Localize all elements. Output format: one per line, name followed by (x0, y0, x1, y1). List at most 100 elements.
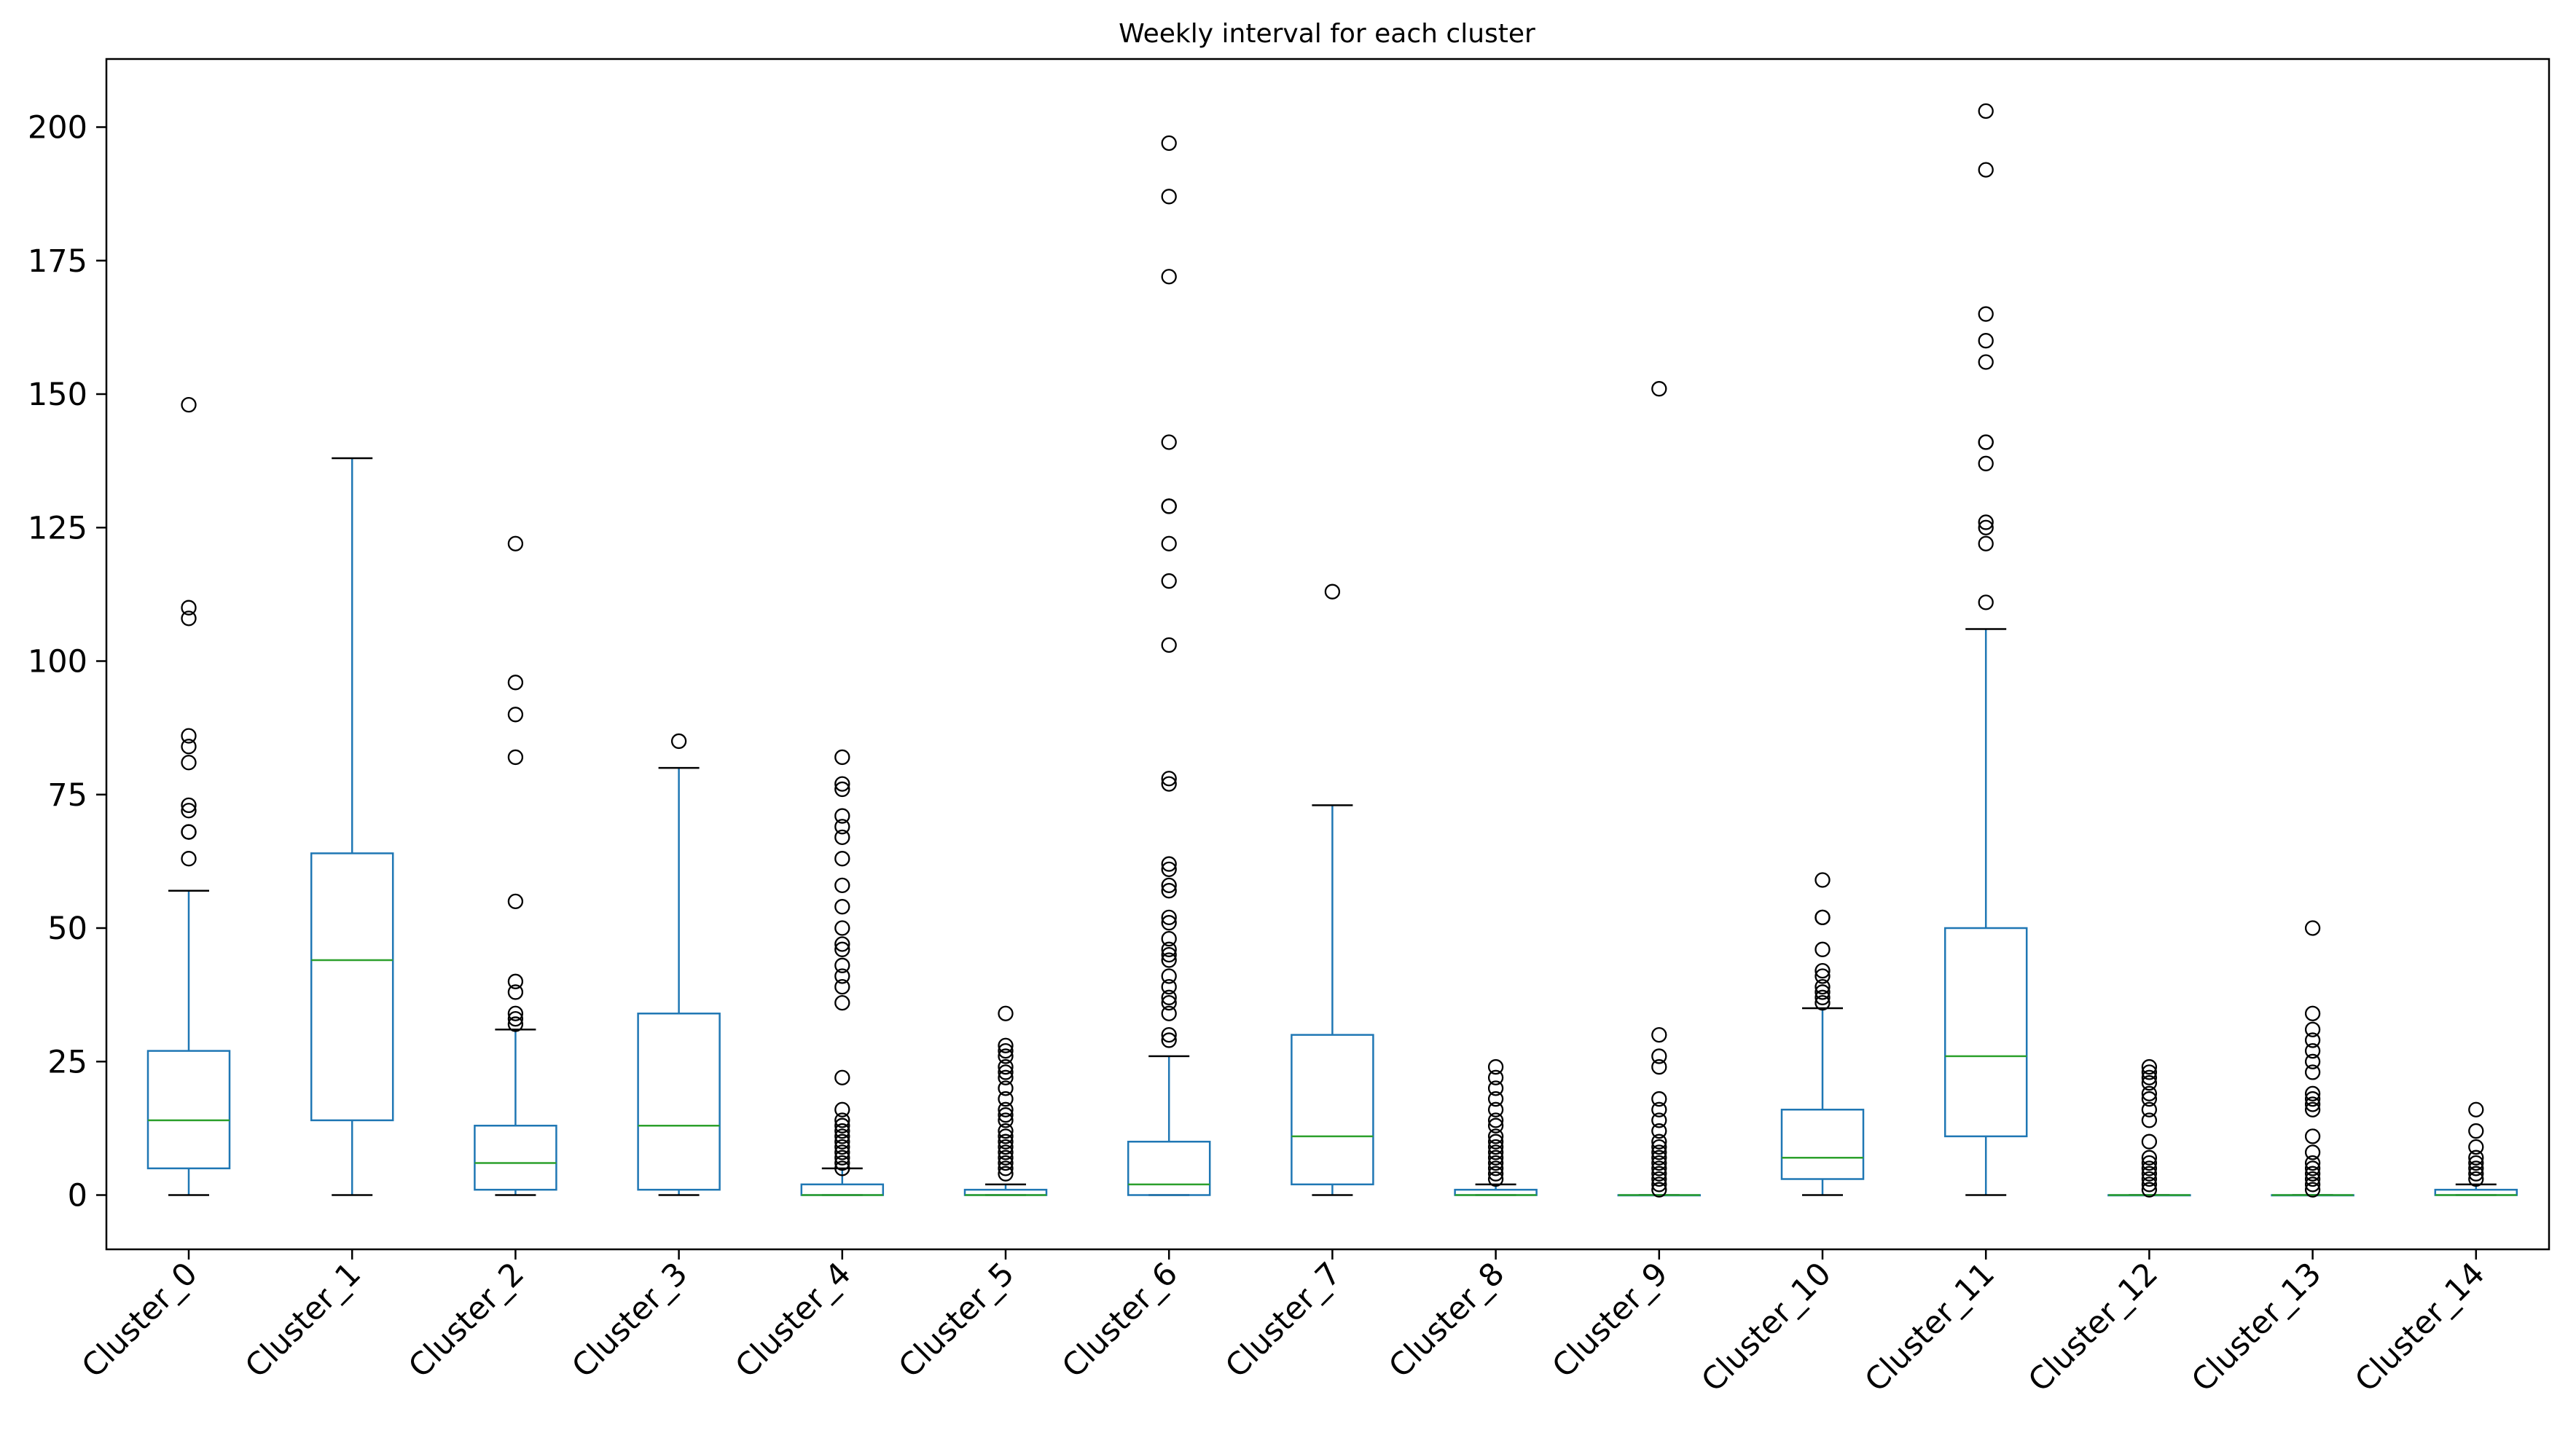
outlier-point (1814, 984, 1831, 1000)
outlier-point (998, 1144, 1014, 1160)
outlier-point (1161, 931, 1177, 947)
outlier-point (834, 829, 850, 846)
outlier-point (1487, 1150, 1504, 1166)
outlier-point (181, 803, 197, 819)
x-tick-label-cluster-9: Cluster_9 (1546, 1255, 1675, 1385)
outlier-point (507, 973, 524, 989)
outlier-point (834, 899, 850, 915)
box-cluster-8 (1454, 1058, 1538, 1196)
outlier-point (1651, 1091, 1667, 1107)
x-tick-label-cluster-12: Cluster_12 (2021, 1255, 2165, 1399)
outlier-point (1161, 434, 1177, 450)
outlier-point (1978, 306, 1994, 322)
outlier-point (2304, 1144, 2321, 1160)
box-cluster-2 (474, 535, 557, 1196)
outlier-point (1651, 1182, 1667, 1198)
y-tick-label: 175 (28, 243, 87, 280)
outlier-point (1161, 1026, 1177, 1043)
outlier-point (1487, 1155, 1504, 1171)
box-cluster-14 (2434, 1101, 2518, 1196)
outlier-point (2304, 1005, 2321, 1021)
outlier-point (507, 535, 524, 551)
outlier-point (998, 1058, 1014, 1075)
outlier-point (834, 808, 850, 824)
outlier-point (998, 1155, 1014, 1171)
outlier-point (834, 1123, 850, 1139)
outlier-point (998, 1150, 1014, 1166)
box-cluster-7 (1291, 584, 1374, 1196)
outlier-point (2141, 1134, 2158, 1150)
box-cluster-4 (800, 749, 885, 1196)
box-cluster-11 (1943, 103, 2028, 1196)
outlier-point (998, 1080, 1014, 1096)
outlier-point (2141, 1182, 2158, 1198)
outlier-point (1161, 968, 1177, 984)
outlier-point (2141, 1075, 2158, 1091)
outlier-point (1161, 637, 1177, 653)
outlier-point (1161, 915, 1177, 931)
iqr-box (1943, 927, 2028, 1138)
outlier-point (834, 1128, 850, 1144)
iqr-box (1127, 1140, 1211, 1196)
outlier-point (2304, 1166, 2321, 1182)
outlier-point (834, 1112, 850, 1128)
outlier-point (1814, 909, 1831, 925)
outlier-point (1814, 941, 1831, 957)
x-tick-label-cluster-8: Cluster_8 (1382, 1255, 1512, 1385)
outlier-point (507, 984, 524, 1000)
chart-title: Weekly interval for each cluster (1119, 19, 1535, 49)
outlier-point (1651, 1026, 1667, 1043)
y-tick-label: 125 (28, 510, 87, 546)
iqr-box (310, 852, 394, 1122)
outlier-point (1651, 1123, 1667, 1139)
outlier-point (2141, 1101, 2158, 1117)
outlier-point (1978, 455, 1994, 471)
outlier-point (834, 920, 850, 936)
outlier-point (507, 1005, 524, 1021)
outlier-point (1651, 1139, 1667, 1155)
outlier-point (181, 824, 197, 840)
outlier-point (1978, 514, 1994, 530)
outlier-point (2141, 1160, 2158, 1176)
outlier-point (1161, 947, 1177, 963)
x-tick-label-cluster-2: Cluster_2 (402, 1255, 531, 1385)
outlier-point (1487, 1101, 1504, 1117)
outlier-point (1161, 1032, 1177, 1048)
outlier-point (2141, 1176, 2158, 1193)
outlier-point (2304, 1021, 2321, 1037)
outlier-point (834, 749, 850, 766)
outlier-point (1161, 1005, 1177, 1021)
outlier-point (1324, 584, 1341, 600)
outlier-point (1487, 1160, 1504, 1176)
outlier-point (998, 1048, 1014, 1064)
y-axis: 0 25 50 75 100 125 150 175 200 (28, 110, 106, 1214)
outlier-point (834, 1150, 850, 1166)
box-cluster-6 (1127, 135, 1211, 1196)
outlier-point (834, 1155, 850, 1171)
outlier-point (1487, 1144, 1504, 1160)
outlier-point (181, 797, 197, 814)
iqr-box (800, 1183, 885, 1196)
outlier-point (1651, 1155, 1667, 1171)
outlier-point (2141, 1085, 2158, 1101)
x-tick-label-cluster-1: Cluster_1 (238, 1255, 368, 1385)
outlier-point (1161, 909, 1177, 925)
outlier-point (2141, 1155, 2158, 1171)
outlier-point (2468, 1160, 2484, 1176)
plot-area-frame (105, 58, 2550, 1251)
outlier-point (507, 749, 524, 766)
outlier-point (834, 936, 850, 952)
outlier-point (834, 1144, 850, 1160)
outlier-point (998, 1139, 1014, 1155)
outlier-point (1814, 994, 1831, 1011)
iqr-box (474, 1124, 557, 1191)
outlier-point (1814, 978, 1831, 995)
outlier-point (1814, 962, 1831, 979)
outlier-point (1978, 162, 1994, 178)
outlier-point (834, 978, 850, 995)
y-tick-label: 200 (28, 110, 87, 146)
outlier-point (998, 1005, 1014, 1021)
outlier-point (181, 851, 197, 867)
outlier-point (1978, 354, 1994, 370)
